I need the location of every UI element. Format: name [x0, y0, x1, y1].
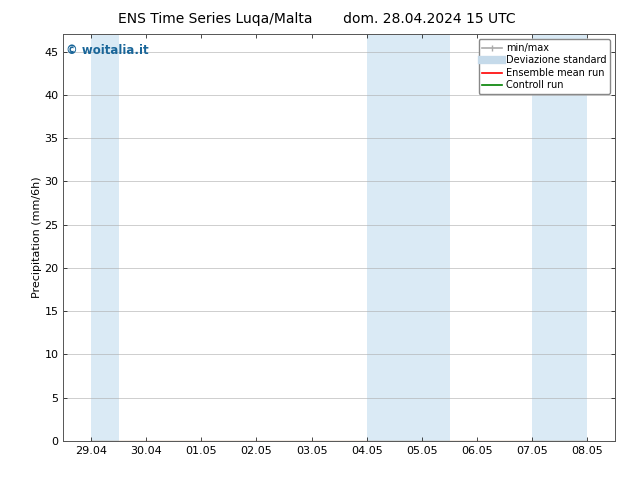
Text: ENS Time Series Luqa/Malta       dom. 28.04.2024 15 UTC: ENS Time Series Luqa/Malta dom. 28.04.20…: [118, 12, 516, 26]
Text: © woitalia.it: © woitalia.it: [66, 45, 149, 57]
Bar: [366, 34, 450, 441]
Legend: min/max, Deviazione standard, Ensemble mean run, Controll run: min/max, Deviazione standard, Ensemble m…: [479, 39, 610, 94]
Bar: [533, 34, 588, 441]
Y-axis label: Precipitation (mm/6h): Precipitation (mm/6h): [32, 177, 42, 298]
Bar: [91, 34, 119, 441]
